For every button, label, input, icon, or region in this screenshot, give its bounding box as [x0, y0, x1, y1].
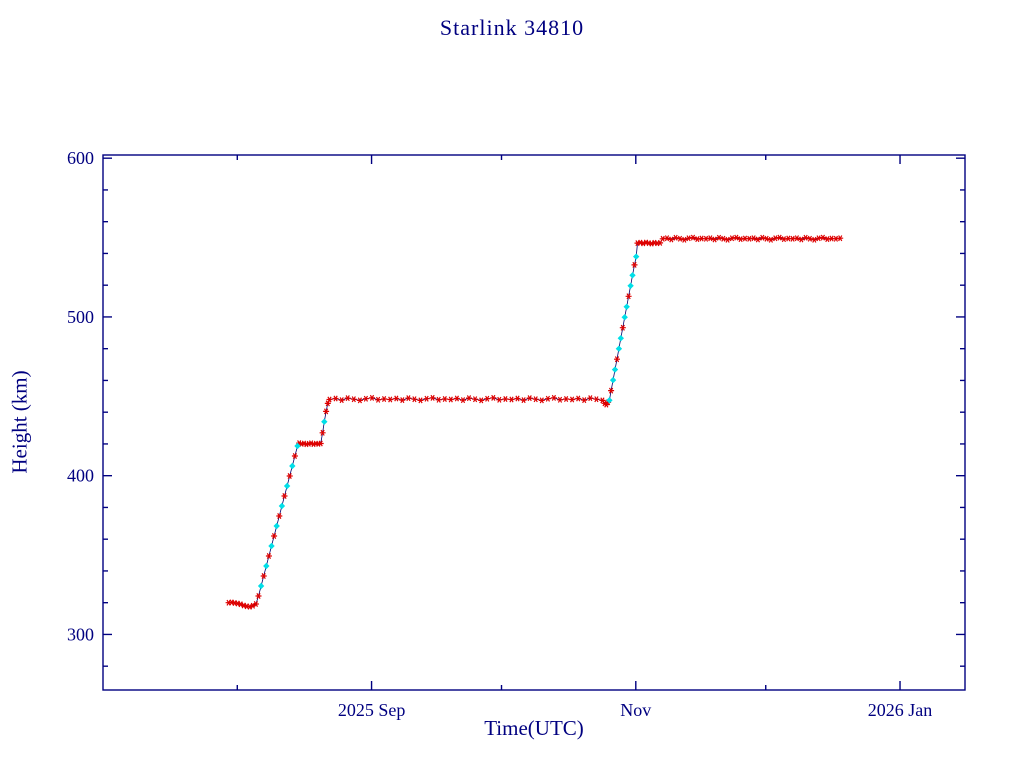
- x-tick-label: 2026 Jan: [868, 700, 933, 720]
- height-track-line: [228, 237, 841, 608]
- y-tick-label: 400: [67, 466, 94, 486]
- x-axis-label: Time(UTC): [484, 716, 584, 740]
- x-tick-label: Nov: [620, 700, 651, 720]
- y-axis-label: Height (km): [7, 370, 32, 474]
- x-tick-label: 2025 Sep: [338, 700, 406, 720]
- y-tick-label: 500: [67, 307, 94, 327]
- y-tick-label: 300: [67, 624, 94, 644]
- axes-frame: [102, 154, 966, 691]
- y-tick-label: 600: [67, 148, 94, 168]
- chart-title: Starlink 34810: [439, 15, 585, 40]
- height-point-markers: [225, 234, 844, 610]
- maneuver-point-markers: [257, 253, 640, 590]
- axis-ticks: [103, 155, 965, 690]
